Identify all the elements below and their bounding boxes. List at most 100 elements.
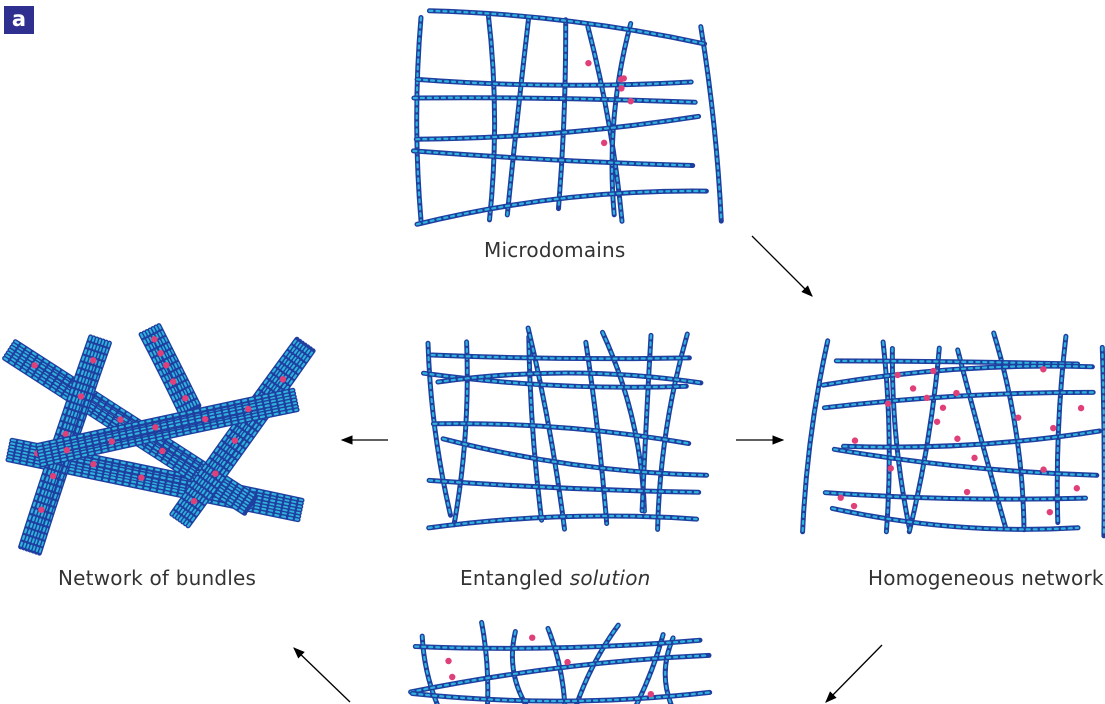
bundle-strand-highlight <box>38 395 296 453</box>
bundle-crosslink-dot <box>63 446 71 454</box>
bundle-crosslink-dot <box>182 395 189 402</box>
crosslink-dot <box>1073 485 1081 492</box>
entangled-solution-label: Entangled solution <box>460 566 651 590</box>
crosslink-dot <box>529 634 536 641</box>
entangled-label-italic: solution <box>569 566 651 590</box>
bundle-crosslink-dot <box>157 350 164 357</box>
fibre-highlight <box>664 636 675 704</box>
bundle-crosslink-dot <box>279 376 287 383</box>
bundle-strand-highlight <box>37 392 295 450</box>
bundle-strand-highlight <box>41 408 299 466</box>
crosslink-dot <box>971 454 978 462</box>
bundle-strand-highlight <box>38 342 111 555</box>
crosslink-dot <box>449 673 456 681</box>
fibre <box>414 188 709 227</box>
bundle-strand-highlight <box>151 327 195 410</box>
fibre-highlight <box>412 149 694 167</box>
bundle-strand-highlight <box>173 340 301 518</box>
fibre-highlight <box>992 331 1026 531</box>
crosslink-dot <box>884 400 892 407</box>
crosslink-dot <box>923 394 931 402</box>
fibre-highlight <box>891 347 911 529</box>
bundle-crosslink-dot <box>201 415 209 423</box>
fibre <box>509 629 529 704</box>
crosslink-dot <box>1040 366 1047 373</box>
entangled-label-prefix: Entangled <box>460 566 564 590</box>
bundle-crosslink-dot <box>244 405 252 413</box>
microdomains-label: Microdomains <box>484 238 626 262</box>
arrow-microdomains-to-homogeneous <box>751 235 813 297</box>
bundle-strand-highlight <box>178 343 307 522</box>
fibre <box>800 338 831 535</box>
fibre-highlight <box>480 621 489 704</box>
bundle-strand-highlight <box>184 347 312 525</box>
fibre-highlight <box>699 25 723 223</box>
fibre-highlight <box>882 340 891 533</box>
bundle-crosslink-dot <box>212 470 219 477</box>
fibre <box>822 490 1088 502</box>
bundle-strand-highlight <box>143 331 186 415</box>
fibre-highlight <box>487 12 496 221</box>
fibre-highlight <box>546 627 566 704</box>
bundle-crosslink-dot <box>49 472 57 480</box>
crosslink-dot <box>887 465 894 472</box>
bundle-strand-highlight <box>154 325 197 409</box>
fibre-highlight <box>801 339 829 533</box>
fibre-highlight <box>415 16 423 222</box>
bundle-strand-highlight <box>22 336 95 549</box>
homogeneous-network <box>800 330 1105 539</box>
fibre-highlight <box>831 507 1080 531</box>
crosslink-dot <box>618 85 625 92</box>
fibre <box>440 436 710 478</box>
bundle-crosslink-dot <box>231 437 239 444</box>
bundle-strand-highlight <box>19 335 92 548</box>
bundle-strand-highlight <box>25 337 98 551</box>
fibre <box>609 21 634 218</box>
transition-arrows <box>293 235 883 703</box>
fibre <box>425 340 453 518</box>
bundle-strand-highlight <box>35 341 108 554</box>
fibre-highlight <box>823 391 1095 409</box>
fibre <box>413 113 702 142</box>
crosslink-dot <box>1046 508 1054 516</box>
homogeneous-network-label: Homogeneous network <box>868 566 1104 590</box>
bundle-strand-highlight <box>14 340 257 498</box>
crosslink-dot <box>1077 404 1085 412</box>
arrow-bottom-to-bundles <box>293 647 351 703</box>
bundle-strand-highlight <box>40 405 298 463</box>
fibre-highlight <box>415 189 708 226</box>
crosslink-dot <box>933 418 941 425</box>
fibre <box>829 505 1081 532</box>
bundle-crosslink-dot <box>38 506 45 513</box>
crosslink-dot <box>953 389 960 397</box>
crosslink-dot <box>1050 424 1057 432</box>
fibre-highlight <box>1101 346 1105 537</box>
bundle-crosslink-dot <box>163 361 170 369</box>
arrow-homogeneous-to-bottom <box>825 644 883 703</box>
bottom-network <box>408 619 713 704</box>
bundle-strand-highlight <box>170 338 298 516</box>
crosslink-dot <box>930 367 937 375</box>
entangled-solution-network <box>421 325 710 532</box>
crosslink-dot <box>939 404 947 411</box>
crosslink-dot <box>620 75 627 82</box>
bundle-crosslink-dot <box>190 497 198 505</box>
network-of-bundles-label: Network of bundles <box>58 566 257 590</box>
crosslink-dot <box>600 139 608 147</box>
crosslink-dot <box>627 97 634 105</box>
bundle-crosslink-dot <box>169 378 177 385</box>
fibre-highlight <box>411 691 711 703</box>
bundle-strand-highlight <box>38 398 297 457</box>
fibre-highlight <box>557 18 567 210</box>
fibre-highlight <box>842 429 1101 449</box>
crosslink-dot <box>647 690 655 698</box>
fibre-highlight <box>442 437 708 477</box>
crosslink-dot <box>850 502 858 510</box>
fibre <box>906 345 942 535</box>
crosslink-dot <box>909 385 917 392</box>
fibre <box>655 331 690 532</box>
fibre-highlight <box>415 115 700 141</box>
bundle-crosslink-dot <box>62 430 69 438</box>
fibre-highlight <box>824 491 1087 501</box>
